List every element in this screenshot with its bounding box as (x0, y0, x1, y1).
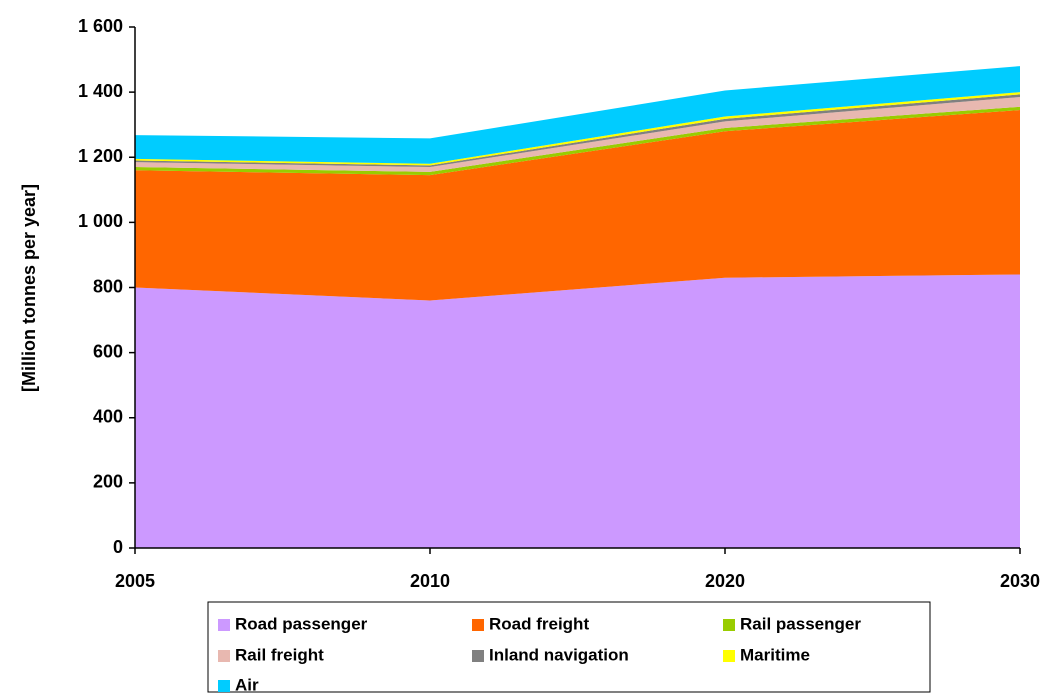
area (135, 106, 1020, 176)
legend-swatch (472, 619, 484, 631)
legend-label: Road passenger (235, 614, 368, 633)
y-tick-label: 800 (93, 276, 123, 296)
legend-swatch (218, 650, 230, 662)
x-tick-label: 2010 (410, 571, 450, 591)
area (135, 97, 1020, 172)
legend-label: Air (235, 675, 259, 694)
area (135, 274, 1020, 548)
y-tick-label: 1 600 (78, 16, 123, 36)
y-tick-label: 600 (93, 341, 123, 361)
y-tick-label: 1 200 (78, 146, 123, 166)
legend-label: Road freight (489, 614, 589, 633)
legend-swatch (472, 650, 484, 662)
legend-box (207, 601, 931, 693)
y-axis-label: [Million tonnes per year] (19, 184, 39, 392)
area (135, 66, 1020, 164)
area (135, 110, 1020, 301)
legend-swatch (218, 680, 230, 692)
legend-swatch (218, 619, 230, 631)
y-tick-label: 400 (93, 407, 123, 427)
legend-swatch (723, 619, 735, 631)
legend-label: Rail passenger (740, 614, 861, 633)
legend-swatch (723, 650, 735, 662)
legend-label: Inland navigation (489, 645, 629, 664)
x-tick-label: 2005 (115, 571, 155, 591)
x-tick-label: 2020 (705, 571, 745, 591)
y-tick-label: 0 (113, 537, 123, 557)
y-tick-label: 1 000 (78, 211, 123, 231)
legend-label: Rail freight (235, 645, 324, 664)
legend-label: Maritime (740, 645, 810, 664)
x-tick-label: 2030 (1000, 571, 1040, 591)
y-tick-label: 200 (93, 472, 123, 492)
y-tick-label: 1 400 (78, 81, 123, 101)
